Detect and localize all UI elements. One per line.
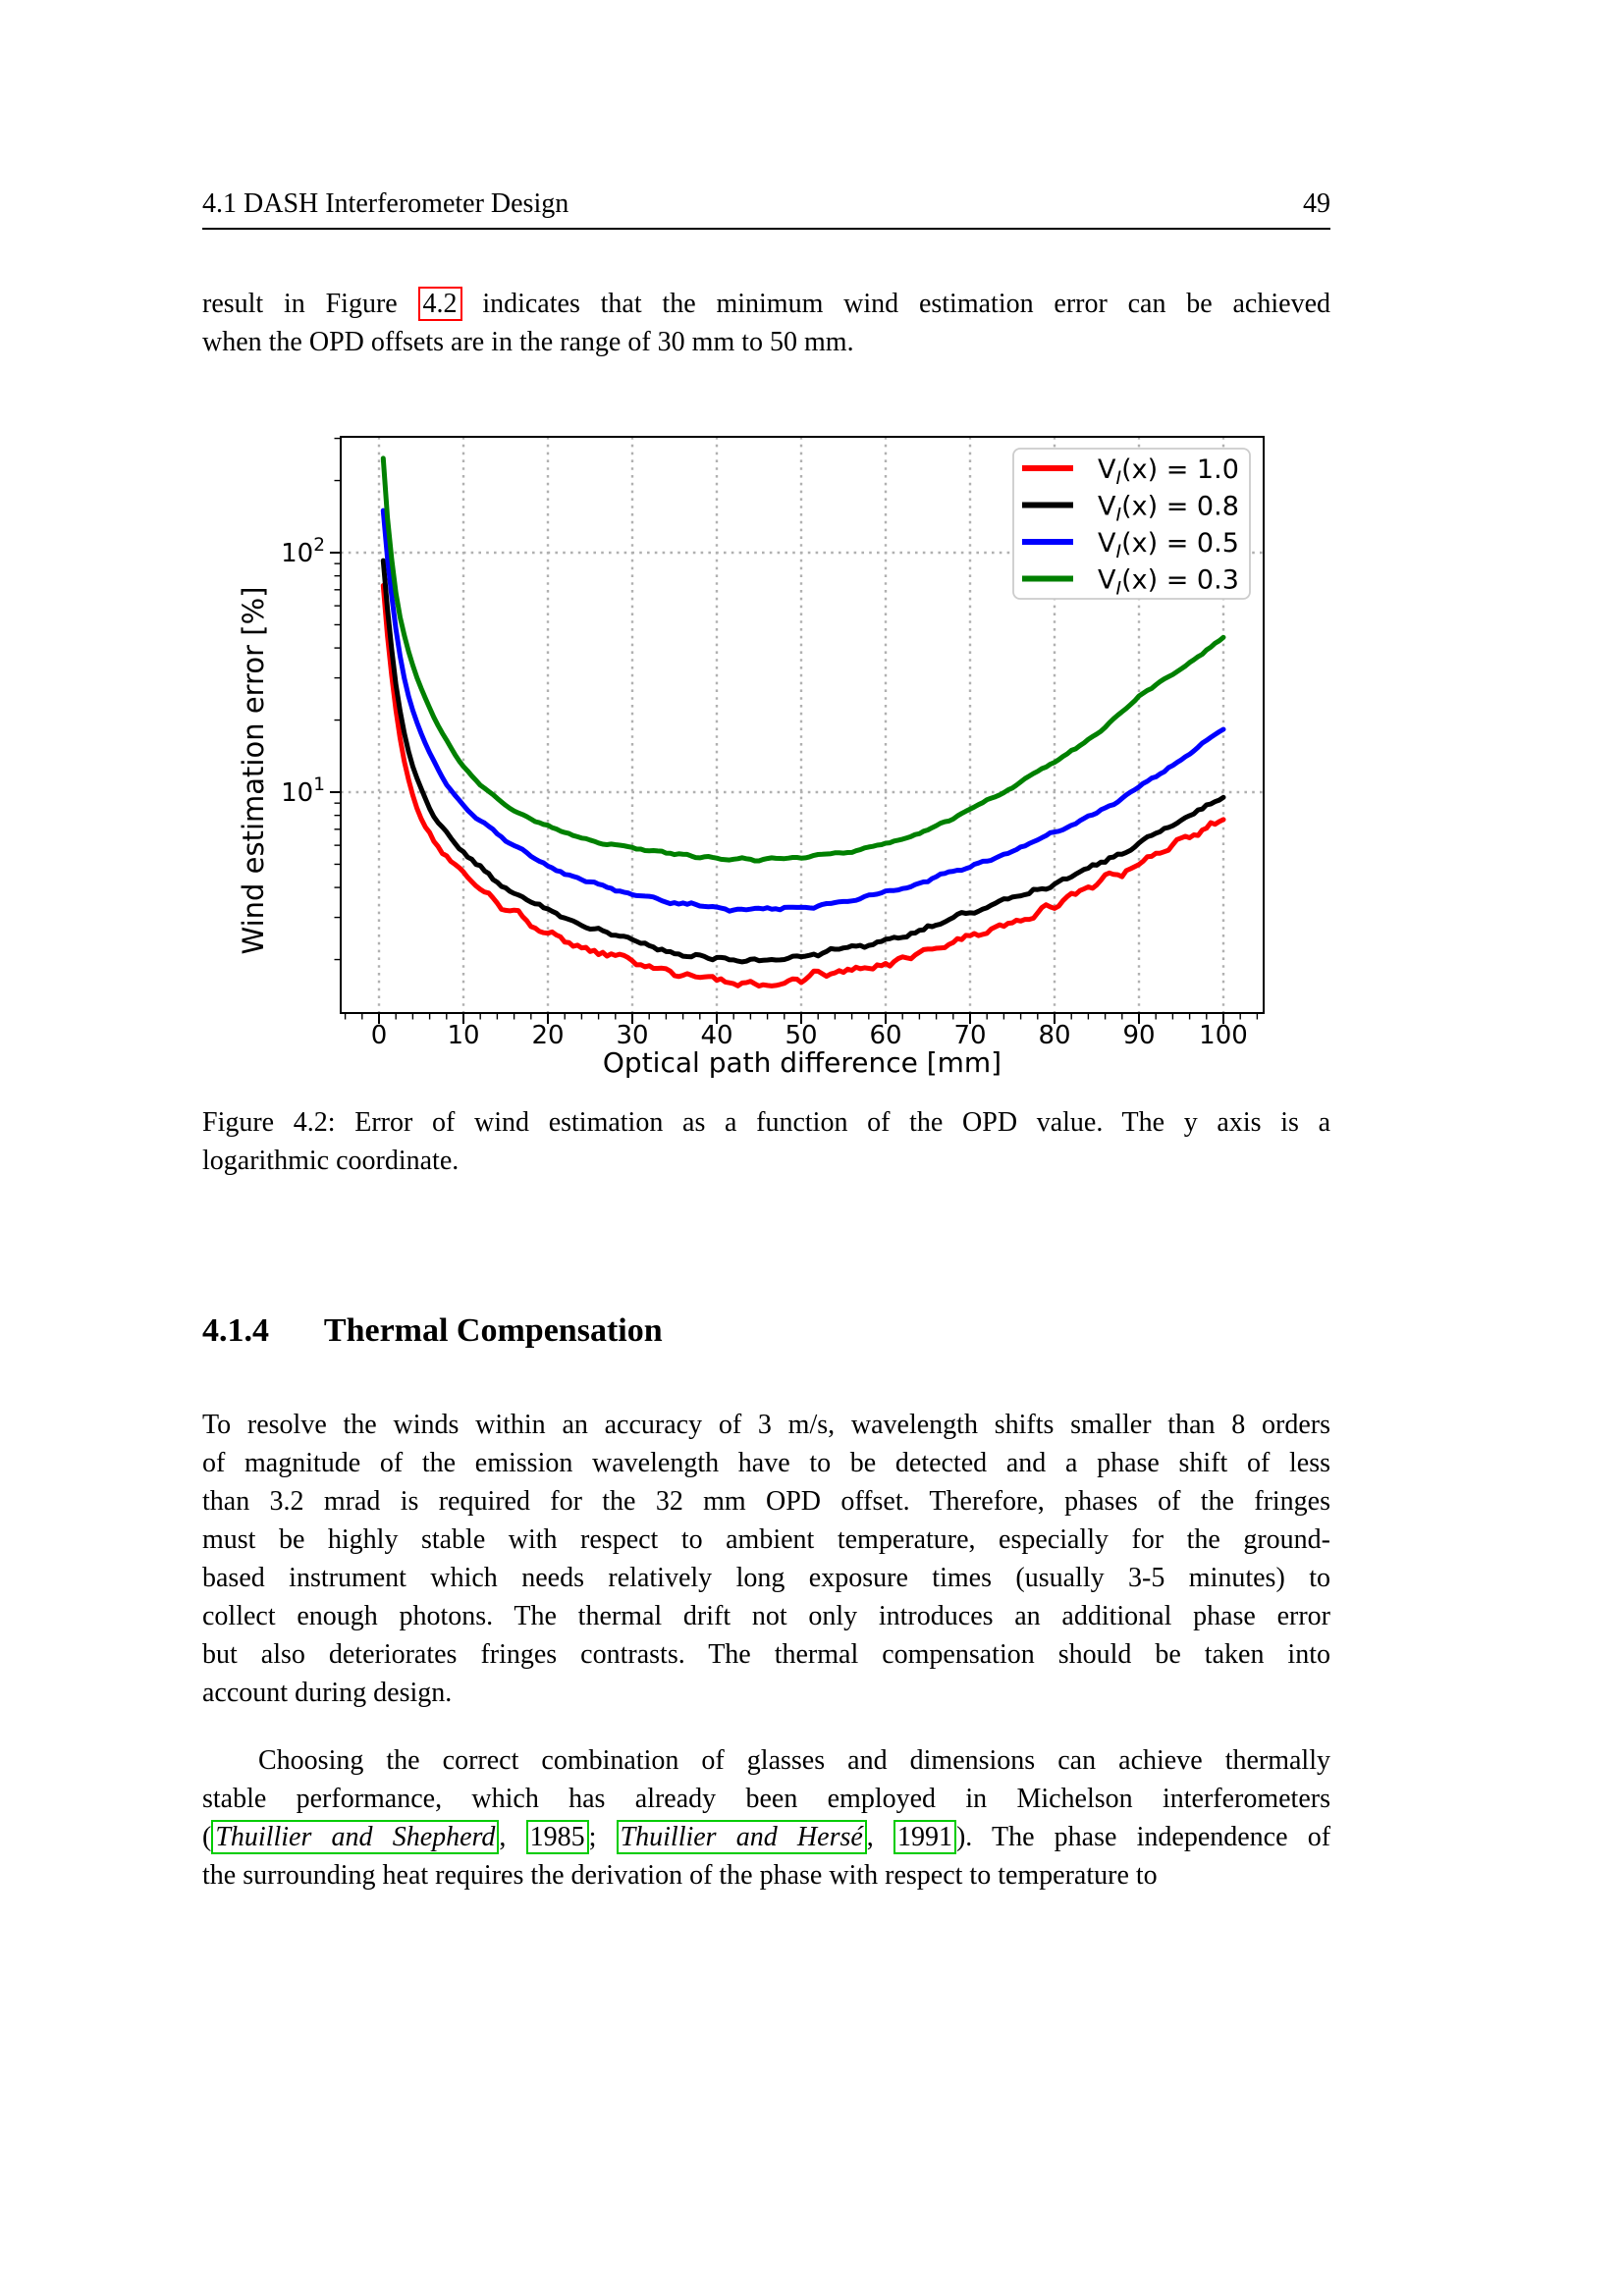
section-title: Thermal Compensation bbox=[323, 1312, 663, 1349]
intro-paragraph: result in Figure 4.2 indicates that the … bbox=[202, 285, 1330, 361]
series-line-0.5 bbox=[380, 507, 1226, 914]
figure-caption: Figure 4.2: Error of wind estimation as … bbox=[202, 1103, 1330, 1180]
text-span: ). The phase independence of bbox=[955, 1822, 1331, 1852]
x-tick-label: 60 bbox=[869, 1021, 901, 1050]
text-line: Figure 4.2: Error of wind estimation as … bbox=[202, 1107, 1330, 1138]
text-line: based instrument which needs relatively … bbox=[202, 1563, 1330, 1593]
x-tick-label: 10 bbox=[447, 1021, 479, 1050]
axis-ticks bbox=[330, 437, 1259, 1024]
body-paragraph-2: Choosing the correct combination of glas… bbox=[202, 1741, 1330, 1895]
citation-link[interactable]: 1985 bbox=[525, 1820, 589, 1854]
text-line: the surrounding heat requires the deriva… bbox=[202, 1860, 1158, 1891]
text-line: of magnitude of the emission wavelength … bbox=[202, 1448, 1330, 1478]
x-tick-label: 90 bbox=[1122, 1021, 1155, 1050]
x-tick-label: 100 bbox=[1199, 1021, 1248, 1050]
text-line: To resolve the winds within an accuracy … bbox=[202, 1410, 1330, 1440]
figure-reference-link[interactable]: 4.2 bbox=[417, 287, 462, 321]
x-tick-label: 20 bbox=[531, 1021, 564, 1050]
wind-error-chart-svg: 0 10 20 30 40 50 60 70 80 90 100 101 102 Optical path… bbox=[237, 436, 1265, 1079]
series-line-0.3 bbox=[380, 455, 1226, 864]
legend-label: VI(x) = 0.5 bbox=[1098, 528, 1239, 562]
x-tick-label: 30 bbox=[616, 1021, 648, 1050]
legend-item-0: VI(x) = 1.0 bbox=[1022, 454, 1239, 489]
figure-4-2-chart: 0 10 20 30 40 50 60 70 80 90 100 101 102 Optical path… bbox=[226, 422, 1316, 1090]
gridlines bbox=[341, 437, 1264, 1013]
citation-link[interactable]: Thuillier and Hersé bbox=[616, 1820, 867, 1854]
text-span: , bbox=[499, 1822, 526, 1852]
citation-link[interactable]: 1991 bbox=[893, 1820, 956, 1854]
running-header: 4.1 DASH Interferometer Design 49 bbox=[202, 185, 1330, 220]
body-paragraph-1: To resolve the winds within an accuracy … bbox=[202, 1406, 1330, 1712]
text-span: result in Figure bbox=[202, 289, 418, 319]
header-section-title: 4.1 DASH Interferometer Design bbox=[202, 188, 569, 219]
legend: VI(x) = 1.0VI(x) = 0.8VI(x) = 0.5VI(x) =… bbox=[1012, 448, 1251, 600]
x-tick-label: 80 bbox=[1038, 1021, 1070, 1050]
x-axis-label: Optical path difference [mm] bbox=[603, 1046, 1001, 1079]
text-line: Choosing the correct combination of glas… bbox=[258, 1745, 1330, 1776]
text-span: ( bbox=[202, 1822, 212, 1852]
series-line-0.8 bbox=[380, 558, 1226, 965]
text-span: , bbox=[866, 1822, 893, 1852]
page-number: 49 bbox=[1303, 188, 1330, 219]
section-heading: 4.1.4 Thermal Compensation bbox=[202, 1312, 663, 1350]
text-line: stable performance, which has already be… bbox=[202, 1784, 1330, 1814]
legend-label: VI(x) = 0.3 bbox=[1098, 565, 1239, 600]
text-span: indicates that the minimum wind estimati… bbox=[461, 289, 1330, 319]
citation-link[interactable]: Thuillier and Shepherd bbox=[211, 1820, 500, 1854]
x-tick-label: 70 bbox=[953, 1021, 986, 1050]
text-line: logarithmic coordinate. bbox=[202, 1146, 460, 1176]
text-line: must be highly stable with respect to am… bbox=[202, 1524, 1330, 1555]
header-rule bbox=[202, 228, 1330, 230]
text-line: account during design. bbox=[202, 1678, 453, 1708]
text-line: but also deteriorates fringes contrasts.… bbox=[202, 1639, 1330, 1670]
series-line-1.0 bbox=[380, 583, 1226, 988]
text-span: ; bbox=[588, 1822, 617, 1852]
legend-frame bbox=[1012, 448, 1251, 600]
series-lines bbox=[380, 455, 1226, 988]
x-tick-label: 0 bbox=[371, 1021, 388, 1050]
y-tick-label: 102 bbox=[281, 535, 325, 568]
y-axis-label: Wind estimation error [%] bbox=[237, 587, 270, 955]
text-line: than 3.2 mrad is required for the 32 mm … bbox=[202, 1486, 1330, 1517]
x-tick-label: 50 bbox=[785, 1021, 817, 1050]
legend-label: VI(x) = 1.0 bbox=[1098, 454, 1239, 489]
y-tick-label: 101 bbox=[281, 774, 325, 808]
legend-item-3: VI(x) = 0.3 bbox=[1022, 565, 1239, 600]
legend-label: VI(x) = 0.8 bbox=[1098, 492, 1239, 526]
legend-item-2: VI(x) = 0.5 bbox=[1022, 528, 1239, 562]
legend-item-1: VI(x) = 0.8 bbox=[1022, 492, 1239, 526]
text-line: collect enough photons. The thermal drif… bbox=[202, 1601, 1330, 1631]
x-tick-label: 40 bbox=[700, 1021, 732, 1050]
tick-labels: 0 10 20 30 40 50 60 70 80 90 100 101 102 bbox=[281, 535, 1248, 1050]
text-line: result in Figure 4.2 indicates that the … bbox=[202, 285, 1330, 323]
section-number: 4.1.4 bbox=[202, 1312, 269, 1349]
text-line: (Thuillier and Shepherd, 1985; Thuillier… bbox=[202, 1818, 1330, 1856]
text-line: when the OPD offsets are in the range of… bbox=[202, 327, 854, 357]
